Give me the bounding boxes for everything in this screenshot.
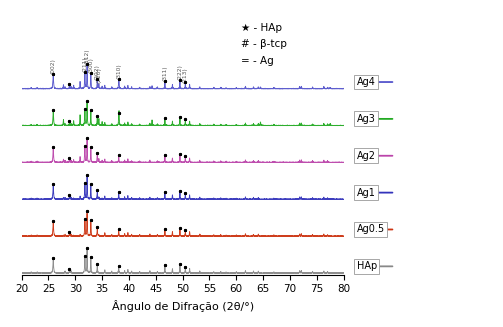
Text: (211): (211) <box>82 57 88 72</box>
Text: (002): (002) <box>51 58 56 74</box>
Text: (112): (112) <box>85 49 90 64</box>
Text: (300): (300) <box>89 58 94 73</box>
Text: Ag0.5: Ag0.5 <box>357 224 385 234</box>
Text: Ag1: Ag1 <box>357 188 375 198</box>
Text: Ag2: Ag2 <box>357 151 376 161</box>
Text: (213): (213) <box>183 67 188 82</box>
Text: HAp: HAp <box>357 261 377 271</box>
X-axis label: Ângulo de Difração (2θ/°): Ângulo de Difração (2θ/°) <box>112 300 254 312</box>
Text: (310): (310) <box>117 63 122 79</box>
Text: ★ - HAp
# - β-tcp
= - Ag: ★ - HAp # - β-tcp = - Ag <box>240 23 287 66</box>
Text: (202): (202) <box>95 64 100 80</box>
Text: Ag3: Ag3 <box>357 114 375 124</box>
Text: (222): (222) <box>178 64 183 80</box>
Text: (220): (220) <box>97 67 102 83</box>
Text: Ag4: Ag4 <box>357 77 375 87</box>
Text: (311): (311) <box>162 66 167 81</box>
